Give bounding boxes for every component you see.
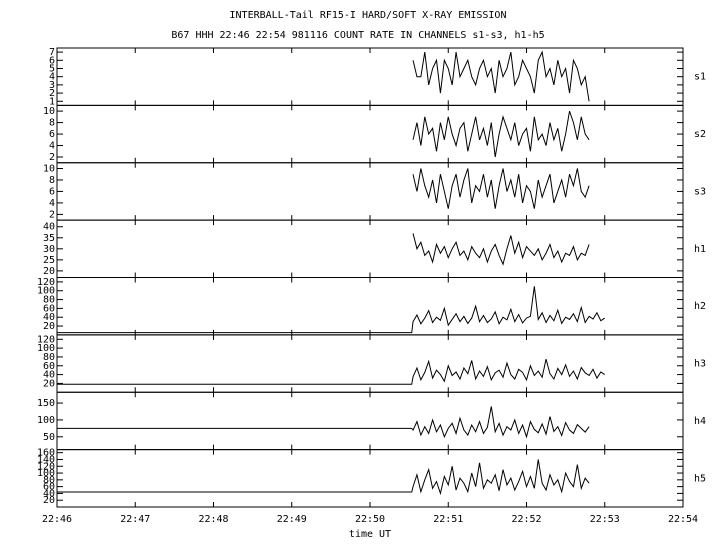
y-tick-label: 20 [43, 321, 55, 332]
data-line [412, 110, 590, 158]
x-tick-label: 22:47 [120, 514, 150, 525]
y-tick-label: 7 [49, 47, 55, 58]
panel-frame [56, 391, 684, 451]
panel-frame [56, 277, 684, 336]
y-tick-label: 100 [37, 468, 55, 479]
panel-frame [56, 47, 684, 106]
y-tick-label: 40 [43, 312, 55, 323]
data-line [412, 50, 590, 102]
panel-label: h1 [694, 244, 706, 255]
x-tick-label: 22:48 [198, 514, 228, 525]
panel-frame [56, 104, 684, 164]
y-tick-label: 120 [37, 334, 55, 345]
panel-frame [56, 449, 684, 508]
y-tick-label: 20 [43, 266, 55, 277]
y-tick-label: 30 [43, 244, 55, 255]
x-tick-label: 22:53 [590, 514, 620, 525]
data-line [412, 168, 590, 209]
data-line [57, 359, 606, 385]
y-tick-label: 3 [49, 80, 55, 91]
panel-label: s1 [694, 72, 706, 83]
y-tick-label: 80 [43, 295, 55, 306]
data-line [57, 406, 590, 439]
y-tick-label: 100 [37, 286, 55, 297]
panel-frame [56, 162, 684, 221]
data-line [412, 233, 590, 266]
y-tick-label: 6 [49, 129, 55, 140]
y-tick-label: 2 [49, 209, 55, 220]
y-tick-label: 60 [43, 482, 55, 493]
y-tick-label: 60 [43, 303, 55, 314]
y-tick-label: 100 [37, 343, 55, 354]
y-tick-label: 25 [43, 255, 55, 266]
y-tick-label: 80 [43, 352, 55, 363]
y-tick-label: 1 [49, 96, 55, 107]
x-tick-label: 22:49 [277, 514, 307, 525]
y-tick-label: 20 [43, 378, 55, 389]
panel-label: h2 [694, 301, 706, 312]
y-tick-label: 8 [49, 118, 55, 129]
x-tick-label: 22:54 [668, 514, 698, 525]
y-tick-label: 60 [43, 361, 55, 372]
y-tick-label: 20 [43, 495, 55, 506]
y-tick-label: 4 [49, 198, 55, 209]
data-line [57, 459, 590, 496]
x-axis-label: time UT [349, 529, 391, 540]
y-tick-label: 6 [49, 186, 55, 197]
y-tick-label: 160 [37, 448, 55, 459]
y-tick-label: 40 [43, 488, 55, 499]
y-tick-label: 4 [49, 72, 55, 83]
y-tick-label: 40 [43, 222, 55, 233]
y-tick-label: 80 [43, 475, 55, 486]
data-line [57, 286, 606, 334]
y-tick-label: 6 [49, 55, 55, 66]
panel-label: h5 [694, 473, 706, 484]
x-tick-label: 22:51 [433, 514, 463, 525]
y-tick-label: 2 [49, 88, 55, 99]
y-tick-label: 5 [49, 63, 55, 74]
y-tick-label: 4 [49, 141, 55, 152]
y-tick-label: 8 [49, 175, 55, 186]
y-tick-label: 100 [37, 415, 55, 426]
y-tick-label: 50 [43, 432, 55, 443]
y-tick-label: 120 [37, 461, 55, 472]
y-tick-label: 10 [43, 163, 55, 174]
chart-title: INTERBALL-Tail RF15-I HARD/SOFT X-RAY EM… [230, 10, 507, 21]
panel-label: s2 [694, 129, 706, 140]
y-tick-label: 2 [49, 152, 55, 163]
panel-label: h3 [694, 359, 706, 370]
y-tick-label: 35 [43, 233, 55, 244]
y-tick-label: 10 [43, 106, 55, 117]
panel-label: s3 [694, 186, 706, 197]
x-tick-label: 22:46 [42, 514, 72, 525]
x-tick-label: 22:52 [511, 514, 541, 525]
panel-frame [56, 219, 684, 278]
y-tick-label: 140 [37, 454, 55, 465]
y-tick-label: 120 [37, 277, 55, 288]
y-tick-label: 150 [37, 398, 55, 409]
y-tick-label: 40 [43, 370, 55, 381]
x-tick-label: 22:50 [355, 514, 385, 525]
panel-frame [56, 334, 684, 393]
panel-label: h4 [694, 416, 706, 427]
chart-subtitle: B67 HHH 22:46 22:54 981116 COUNT RATE IN… [171, 30, 544, 41]
